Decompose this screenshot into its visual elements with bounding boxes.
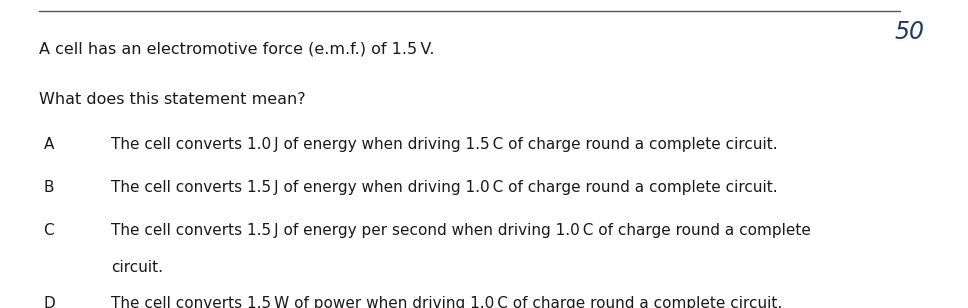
Text: What does this statement mean?: What does this statement mean? bbox=[39, 92, 305, 107]
Text: circuit.: circuit. bbox=[111, 260, 164, 275]
Text: B: B bbox=[44, 180, 54, 195]
Text: A cell has an electromotive force (e.m.f.) of 1.5 V.: A cell has an electromotive force (e.m.f… bbox=[39, 42, 435, 57]
Text: D: D bbox=[44, 296, 55, 308]
Text: The cell converts 1.0 J of energy when driving 1.5 C of charge round a complete : The cell converts 1.0 J of energy when d… bbox=[111, 137, 778, 152]
Text: 50: 50 bbox=[894, 20, 924, 44]
Text: The cell converts 1.5 J of energy per second when driving 1.0 C of charge round : The cell converts 1.5 J of energy per se… bbox=[111, 223, 811, 238]
Text: The cell converts 1.5 J of energy when driving 1.0 C of charge round a complete : The cell converts 1.5 J of energy when d… bbox=[111, 180, 778, 195]
Text: A: A bbox=[44, 137, 54, 152]
Text: The cell converts 1.5 W of power when driving 1.0 C of charge round a complete c: The cell converts 1.5 W of power when dr… bbox=[111, 296, 782, 308]
Text: C: C bbox=[44, 223, 54, 238]
